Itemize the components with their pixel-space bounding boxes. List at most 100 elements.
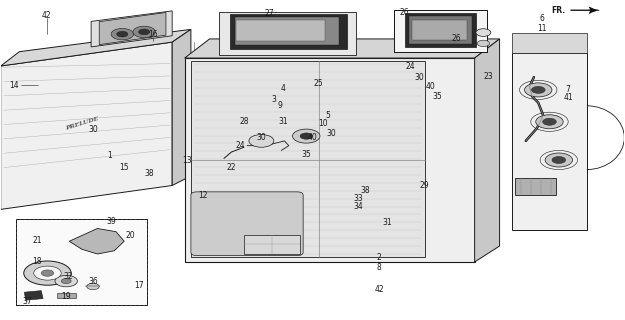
Text: 4: 4	[281, 84, 286, 93]
Text: 35: 35	[432, 92, 442, 101]
Polygon shape	[236, 20, 325, 41]
Text: FR.: FR.	[551, 6, 565, 15]
Text: 28: 28	[239, 117, 249, 126]
FancyBboxPatch shape	[191, 192, 303, 256]
Text: 18: 18	[32, 257, 42, 266]
Polygon shape	[244, 235, 300, 254]
Text: 33: 33	[354, 194, 364, 204]
Text: 1: 1	[107, 151, 112, 160]
Circle shape	[87, 283, 99, 290]
Text: 42: 42	[42, 11, 52, 20]
Text: 10: 10	[318, 119, 328, 128]
Text: 30: 30	[415, 73, 424, 82]
Circle shape	[292, 129, 320, 143]
Text: 39: 39	[107, 217, 117, 226]
Text: 40: 40	[426, 82, 436, 91]
Text: 11: 11	[538, 24, 547, 33]
Text: 14: 14	[9, 81, 19, 90]
Polygon shape	[99, 12, 166, 45]
Polygon shape	[405, 13, 476, 47]
Text: 31: 31	[278, 117, 288, 126]
Circle shape	[117, 31, 128, 37]
Text: 38: 38	[144, 169, 154, 178]
Polygon shape	[512, 33, 587, 53]
Polygon shape	[191, 61, 425, 257]
Polygon shape	[590, 8, 599, 12]
Circle shape	[531, 86, 545, 93]
Bar	[16, 219, 148, 305]
Polygon shape	[24, 291, 43, 300]
Text: 6: 6	[539, 14, 544, 23]
Polygon shape	[69, 228, 124, 254]
Polygon shape	[1, 29, 191, 66]
Circle shape	[536, 115, 563, 129]
Circle shape	[524, 83, 552, 97]
Polygon shape	[57, 293, 76, 298]
Circle shape	[249, 134, 274, 147]
Polygon shape	[474, 39, 499, 262]
Circle shape	[476, 29, 491, 36]
Text: 30: 30	[88, 125, 98, 134]
Text: 16: 16	[149, 30, 158, 39]
Polygon shape	[184, 58, 474, 262]
Polygon shape	[91, 11, 172, 47]
Circle shape	[552, 156, 566, 164]
Text: 8: 8	[377, 263, 382, 272]
Polygon shape	[234, 17, 339, 45]
Text: 35: 35	[301, 150, 311, 159]
Circle shape	[55, 275, 78, 287]
Text: 3: 3	[271, 95, 276, 104]
Polygon shape	[515, 178, 556, 195]
Polygon shape	[512, 53, 587, 230]
Text: 22: 22	[227, 163, 236, 172]
Circle shape	[61, 278, 71, 284]
Text: 38: 38	[361, 186, 371, 195]
Bar	[16, 219, 148, 305]
Text: 15: 15	[119, 163, 129, 172]
Polygon shape	[219, 12, 356, 55]
Circle shape	[111, 28, 134, 40]
Circle shape	[542, 118, 556, 125]
Polygon shape	[184, 39, 499, 58]
Text: 32: 32	[63, 272, 73, 281]
Text: 30: 30	[256, 132, 266, 141]
Text: 24: 24	[236, 141, 246, 150]
Text: 37: 37	[22, 297, 32, 306]
Circle shape	[41, 270, 54, 276]
Text: 9: 9	[278, 101, 282, 110]
Text: 29: 29	[420, 181, 429, 190]
Polygon shape	[230, 14, 347, 49]
Text: 41: 41	[563, 93, 573, 102]
Text: 13: 13	[182, 156, 191, 164]
Circle shape	[300, 133, 312, 139]
Polygon shape	[173, 29, 191, 186]
Text: 17: 17	[134, 281, 144, 290]
Text: 42: 42	[374, 284, 384, 293]
Text: 2: 2	[377, 253, 382, 262]
Circle shape	[139, 29, 150, 35]
Text: 24: 24	[406, 62, 415, 71]
Bar	[394, 10, 487, 52]
Text: 5: 5	[326, 111, 331, 120]
Text: 19: 19	[61, 292, 71, 300]
Text: 21: 21	[32, 236, 42, 245]
Text: PRELUDE: PRELUDE	[64, 116, 99, 131]
Text: 23: 23	[484, 72, 493, 81]
Text: 26: 26	[399, 8, 409, 17]
Text: 31: 31	[382, 218, 392, 227]
Text: 12: 12	[199, 190, 208, 200]
Text: 27: 27	[264, 9, 274, 18]
Circle shape	[133, 26, 156, 38]
Text: 25: 25	[314, 79, 324, 88]
Text: 40: 40	[308, 132, 318, 141]
Polygon shape	[1, 42, 172, 209]
Text: 34: 34	[354, 202, 364, 211]
Text: 26: 26	[451, 35, 461, 44]
Text: 7: 7	[566, 85, 571, 94]
Circle shape	[545, 153, 572, 167]
Circle shape	[24, 261, 71, 285]
Circle shape	[34, 266, 61, 280]
Text: 36: 36	[88, 277, 98, 286]
Text: 30: 30	[326, 129, 336, 138]
Text: 20: 20	[126, 231, 135, 240]
